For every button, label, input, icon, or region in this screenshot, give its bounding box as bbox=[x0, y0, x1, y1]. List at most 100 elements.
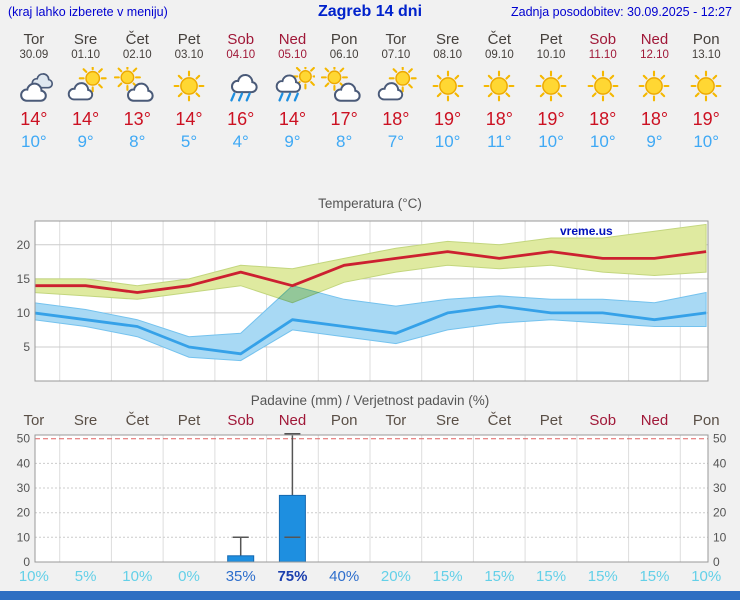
day-min-temp: 8° bbox=[336, 132, 353, 151]
precip-day-label: Pon bbox=[692, 412, 720, 429]
day-min-temp: 9° bbox=[646, 132, 663, 151]
precip-day-label: Sre bbox=[73, 412, 98, 429]
day-name: Pon bbox=[692, 31, 720, 48]
last-updated-text: Zadnja posodobitev: 30.09.2025 - 12:27 bbox=[510, 5, 732, 19]
precip-day-label: Pet bbox=[539, 412, 563, 429]
precip-probability: 5% bbox=[74, 568, 97, 585]
menu-hint-text: (kraj lahko izberete v meniju) bbox=[8, 5, 168, 19]
day-date: 01.10 bbox=[71, 49, 100, 61]
watermark-text: vreme.us bbox=[560, 224, 613, 238]
precip-day-label: Čet bbox=[487, 412, 511, 429]
forecast-day-6: Ned 05.10 14° 9° bbox=[267, 31, 319, 152]
precip-probability: 0% bbox=[178, 568, 200, 585]
temperature-chart: 5 10 15 20 vreme.us bbox=[17, 220, 709, 382]
forecast-day-12: Sob 11.10 18° 10° bbox=[577, 31, 629, 152]
day-name: Sob bbox=[589, 31, 617, 48]
day-date: 02.10 bbox=[122, 49, 152, 61]
day-name: Pet bbox=[177, 31, 201, 48]
forecast-days-row: Tor 30.09 14° 10° Sre 01.10 14° 9° Čet 02.10 13° 8°… bbox=[0, 31, 740, 152]
partly-sunny-icon bbox=[370, 64, 422, 105]
precip-chart-title: Padavine (mm) / Verjetnost padavin (%) bbox=[250, 393, 490, 408]
day-max-temp: 19° bbox=[433, 109, 462, 129]
svg-text:5: 5 bbox=[23, 340, 30, 354]
day-date: 10.10 bbox=[536, 49, 566, 61]
precip-probability: 10% bbox=[18, 568, 49, 585]
day-min-temp: 11° bbox=[487, 132, 512, 151]
header: (kraj lahko izberete v meniju) Zagreb 14… bbox=[0, 0, 740, 25]
max-temperature-line bbox=[35, 250, 707, 294]
day-max-temp: 14° bbox=[175, 109, 203, 129]
day-max-temp: 18° bbox=[589, 109, 617, 129]
svg-text:0: 0 bbox=[713, 555, 720, 568]
day-min-temp: 7° bbox=[387, 132, 405, 151]
day-min-temp: 10° bbox=[693, 132, 720, 151]
svg-text:20: 20 bbox=[713, 506, 727, 520]
svg-text:30: 30 bbox=[17, 481, 31, 495]
day-min-temp: 10° bbox=[434, 132, 461, 151]
day-max-temp: 18° bbox=[382, 109, 410, 129]
mostly-cloudy-icon bbox=[111, 63, 163, 105]
svg-text:10: 10 bbox=[17, 306, 31, 320]
precip-day-labels-row: Tor Sre Čet Pet Sob Ned Pon Tor Sre Čet Pet Sob Ned P… bbox=[0, 412, 740, 429]
precip-bar bbox=[278, 494, 306, 563]
day-date: 04.10 bbox=[226, 49, 256, 61]
day-max-temp: 19° bbox=[537, 109, 565, 129]
day-min-temp: 10° bbox=[21, 132, 47, 151]
forecast-day-9: Sre 08.10 19° 10° bbox=[422, 31, 474, 152]
precip-probability: 40% bbox=[329, 568, 360, 585]
precip-probability: 10% bbox=[691, 568, 722, 585]
day-date: 08.10 bbox=[433, 49, 462, 61]
page-title: Zagreb 14 dni bbox=[317, 3, 423, 20]
day-name: Tor bbox=[385, 31, 407, 48]
day-date: 06.10 bbox=[329, 49, 359, 61]
temperature-chart-title: Temperatura (°C) bbox=[318, 196, 422, 211]
mostly-cloudy-icon bbox=[318, 63, 370, 105]
svg-text:50: 50 bbox=[17, 432, 31, 446]
day-max-temp: 14° bbox=[20, 109, 48, 129]
day-min-temp: 5° bbox=[180, 132, 198, 151]
precip-day-label: Čet bbox=[125, 412, 149, 429]
day-max-temp: 13° bbox=[123, 109, 151, 129]
precip-day-label: Pet bbox=[177, 412, 201, 429]
forecast-day-3: Čet 02.10 13° 8° bbox=[111, 31, 163, 152]
precip-probability: 15% bbox=[536, 568, 567, 585]
day-date: 12.10 bbox=[640, 49, 669, 61]
sunny-icon bbox=[577, 67, 629, 105]
svg-text:50: 50 bbox=[713, 432, 727, 446]
forecast-day-2: Sre 01.10 14° 9° bbox=[60, 31, 112, 152]
precip-day-label: Tor bbox=[23, 412, 45, 429]
day-date: 09.10 bbox=[484, 49, 514, 61]
footer-bar bbox=[0, 591, 740, 600]
day-min-temp: 9° bbox=[77, 132, 94, 151]
day-name: Ned bbox=[640, 31, 669, 48]
day-max-temp: 19° bbox=[692, 109, 720, 129]
forecast-day-13: Ned 12.10 18° 9° bbox=[629, 31, 681, 152]
forecast-day-5: Sob 04.10 16° 4° bbox=[215, 31, 267, 152]
svg-text:10: 10 bbox=[17, 530, 31, 544]
min-temperature-band bbox=[35, 285, 707, 362]
precip-probability: 15% bbox=[484, 568, 515, 585]
day-date: 11.10 bbox=[588, 49, 617, 61]
day-max-temp: 18° bbox=[485, 109, 513, 129]
min-temperature-line bbox=[35, 304, 707, 356]
sunny-icon bbox=[422, 67, 474, 105]
day-name: Sre bbox=[435, 31, 460, 48]
forecast-day-7: Pon 06.10 17° 8° bbox=[318, 31, 370, 152]
day-name: Čet bbox=[125, 31, 149, 48]
day-date: 30.09 bbox=[19, 49, 49, 61]
day-name: Ned bbox=[278, 31, 307, 48]
precip-probability: 35% bbox=[225, 568, 256, 585]
forecast-day-1: Tor 30.09 14° 10° bbox=[8, 31, 60, 152]
rain-sun-icon bbox=[267, 63, 319, 105]
precip-day-label: Ned bbox=[640, 412, 669, 429]
sunny-icon bbox=[680, 67, 732, 105]
svg-text:20: 20 bbox=[17, 238, 31, 252]
day-name: Pet bbox=[539, 31, 563, 48]
day-min-temp: 10° bbox=[538, 132, 564, 151]
precip-day-label: Sob bbox=[589, 412, 617, 429]
day-name: Pon bbox=[330, 31, 358, 48]
sunny-icon bbox=[473, 67, 525, 105]
precipitation-chart: 0 0 10 10 20 20 30 30 40 40 50 50 bbox=[17, 432, 727, 568]
day-date: 05.10 bbox=[278, 49, 307, 61]
